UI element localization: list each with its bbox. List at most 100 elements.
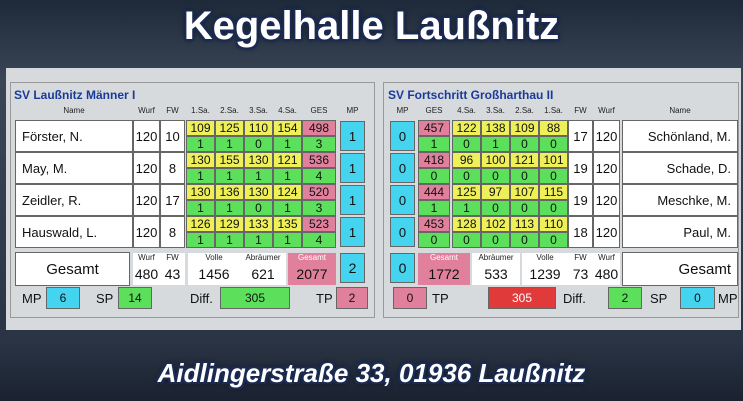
column-header: 3.Sa.: [249, 106, 268, 115]
set-score: 102: [481, 216, 510, 232]
set-points-total: 4: [302, 168, 336, 184]
summary-label: Diff.: [563, 291, 586, 306]
match-point: 1: [340, 185, 365, 215]
summary-label: TP: [316, 291, 333, 306]
hall-title: Kegelhalle Laußnitz: [183, 4, 560, 48]
set-point: 1: [244, 168, 273, 184]
total-header: Abräumer: [472, 253, 520, 263]
set-point: 0: [539, 232, 568, 248]
set-point: 1: [452, 200, 481, 216]
set-score: 130: [186, 152, 215, 168]
total-header: Abräumer: [240, 253, 286, 263]
player-fw: 17: [160, 184, 185, 216]
set-score: 113: [510, 216, 539, 232]
total-value: 73: [568, 263, 593, 285]
player-wurf: 120: [133, 184, 160, 216]
total-header: Gesamt: [418, 253, 470, 263]
set-score: 97: [481, 184, 510, 200]
set-point: 0: [452, 168, 481, 184]
set-point: 1: [215, 200, 244, 216]
set-score: 135: [273, 216, 302, 232]
player-fw: 10: [160, 120, 185, 152]
player-wurf: 120: [133, 216, 160, 248]
guest-panel: [383, 82, 739, 318]
summary-value: 6: [46, 287, 80, 309]
set-point: 0: [481, 168, 510, 184]
total-value: 1239: [522, 263, 568, 285]
set-points-total: 4: [302, 232, 336, 248]
team-name: SV Fortschritt Großharthau II: [388, 88, 554, 102]
team-name: SV Laußnitz Männer I: [14, 88, 136, 102]
set-point: 1: [273, 136, 302, 152]
player-name: Meschke, M.: [622, 184, 738, 216]
set-score: 136: [215, 184, 244, 200]
set-point: 0: [244, 200, 273, 216]
match-point: 1: [340, 217, 365, 247]
set-point: 0: [539, 200, 568, 216]
match-point: 0: [390, 217, 415, 247]
total-header: FW: [160, 253, 185, 263]
set-score: 138: [481, 120, 510, 136]
player-wurf: 120: [133, 120, 160, 152]
summary-label: MP: [718, 291, 738, 306]
total-value: 1772: [418, 263, 470, 285]
set-point: 1: [186, 232, 215, 248]
total-header: FW: [568, 253, 593, 263]
set-point: 1: [215, 232, 244, 248]
set-score: 128: [452, 216, 481, 232]
set-score: 125: [452, 184, 481, 200]
total-score: 418: [418, 152, 450, 168]
player-wurf: 120: [593, 216, 620, 248]
column-header: 1.Sa.: [544, 106, 563, 115]
total-value: 533: [472, 263, 520, 285]
set-score: 133: [244, 216, 273, 232]
set-points-total: 1: [418, 136, 450, 152]
set-score: 125: [215, 120, 244, 136]
set-point: 0: [510, 168, 539, 184]
player-name: Zeidler, R.: [15, 184, 133, 216]
column-header: 2.Sa.: [515, 106, 534, 115]
set-point: 0: [481, 232, 510, 248]
total-score: 523: [302, 216, 336, 232]
set-point: 1: [273, 232, 302, 248]
match-point: 0: [390, 121, 415, 151]
player-name: Hauswald, L.: [15, 216, 133, 248]
set-score: 124: [273, 184, 302, 200]
team-match-points: 0: [390, 253, 415, 283]
summary-value: 2: [608, 287, 642, 309]
total-value: 621: [240, 263, 286, 285]
total-score: 444: [418, 184, 450, 200]
total-score: 536: [302, 152, 336, 168]
column-header: Wurf: [138, 106, 155, 115]
set-points-total: 3: [302, 136, 336, 152]
set-score: 109: [510, 120, 539, 136]
total-header: Gesamt: [288, 253, 336, 263]
set-point: 1: [186, 136, 215, 152]
set-point: 1: [481, 136, 510, 152]
set-score: 130: [244, 152, 273, 168]
summary-label: SP: [650, 291, 668, 306]
summary-label: SP: [96, 291, 114, 306]
set-point: 0: [452, 136, 481, 152]
match-point: 0: [390, 185, 415, 215]
player-name: May, M.: [15, 152, 133, 184]
player-fw: 18: [568, 216, 593, 248]
set-score: 110: [244, 120, 273, 136]
set-score: 126: [186, 216, 215, 232]
total-label: Gesamt: [622, 252, 738, 286]
set-score: 122: [452, 120, 481, 136]
set-point: 1: [273, 168, 302, 184]
set-points-total: 1: [418, 200, 450, 216]
total-header: Wurf: [593, 253, 620, 263]
player-wurf: 120: [133, 152, 160, 184]
match-point: 1: [340, 121, 365, 151]
set-point: 1: [186, 168, 215, 184]
column-header: GES: [425, 106, 443, 115]
column-header: 2.Sa.: [220, 106, 239, 115]
column-header: MP: [346, 106, 359, 115]
team-match-points: 2: [340, 253, 365, 283]
set-point: 1: [215, 136, 244, 152]
set-score: 130: [186, 184, 215, 200]
player-name: Schade, D.: [622, 152, 738, 184]
